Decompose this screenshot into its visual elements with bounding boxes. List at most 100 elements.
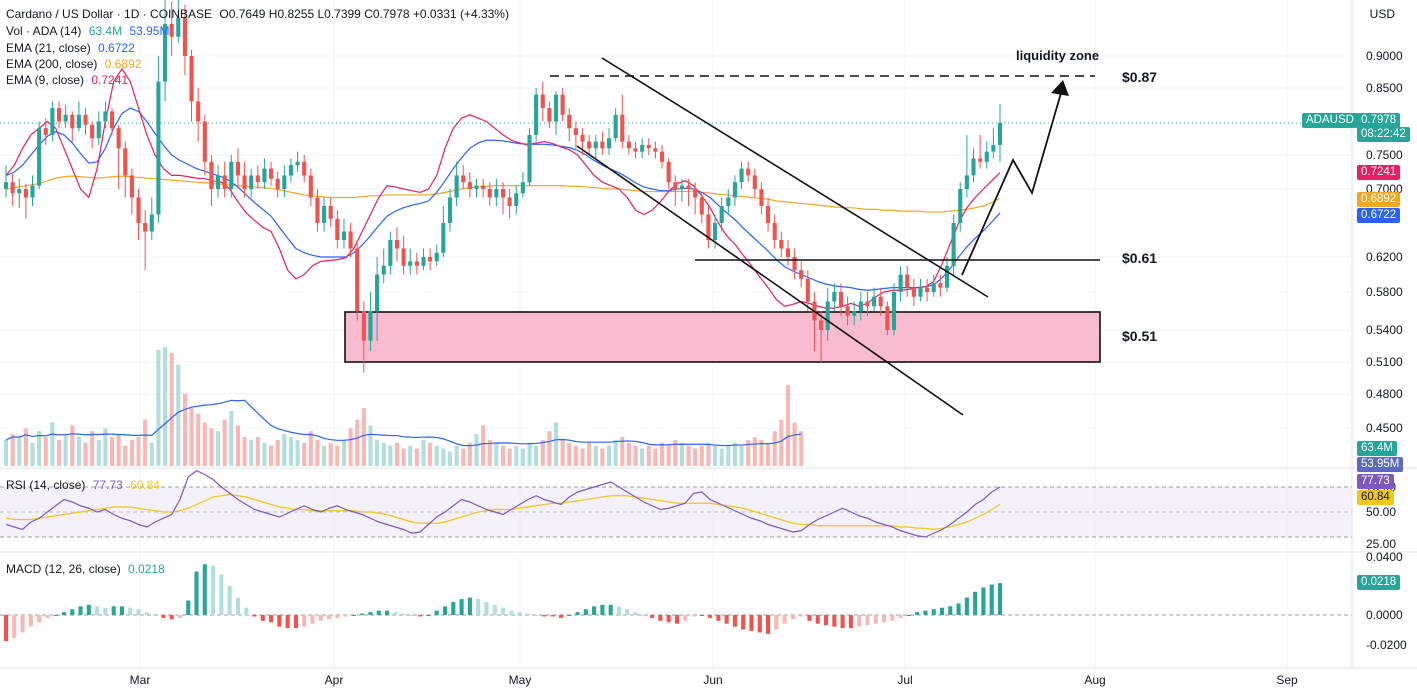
level-061-label: $0.61 bbox=[1122, 250, 1158, 266]
macd-bar bbox=[799, 615, 804, 617]
volume-bar bbox=[288, 437, 294, 466]
candle-body bbox=[441, 223, 446, 253]
macd-bar bbox=[823, 615, 829, 626]
candle-body bbox=[348, 231, 353, 249]
candle-body bbox=[514, 193, 519, 206]
volume-bar bbox=[143, 419, 148, 466]
y-tick-label: 0.5800 bbox=[1366, 285, 1403, 299]
y-tick-label: 0.8500 bbox=[1366, 81, 1403, 95]
candle-body bbox=[222, 175, 227, 189]
volume-bar bbox=[375, 439, 380, 466]
macd-bar bbox=[351, 615, 356, 616]
candle-body bbox=[322, 206, 327, 223]
candle-body bbox=[401, 248, 406, 266]
macd-bar bbox=[12, 615, 17, 639]
volume-bar bbox=[328, 442, 333, 466]
macd-bar bbox=[575, 612, 580, 615]
macd-bar bbox=[807, 615, 812, 621]
candle-body bbox=[500, 189, 506, 198]
macd-bar bbox=[608, 604, 613, 615]
volume-bars bbox=[3, 347, 804, 466]
candle-body bbox=[481, 185, 486, 189]
candle-body bbox=[785, 248, 791, 257]
candle-body bbox=[229, 161, 234, 189]
macd-bar bbox=[128, 607, 133, 615]
legend-ema9[interactable]: EMA (9, close) 0.7241 bbox=[6, 73, 129, 87]
macd-bar bbox=[252, 615, 257, 617]
legend-ema200[interactable]: EMA (200, close) 0.6892 bbox=[6, 57, 142, 71]
macd-bar bbox=[641, 615, 646, 616]
candle-body bbox=[759, 189, 764, 206]
volume-bar bbox=[169, 352, 174, 466]
candle-body bbox=[686, 185, 691, 189]
candle-body bbox=[242, 175, 247, 189]
macd-bar bbox=[293, 615, 298, 629]
support-zone-box bbox=[344, 311, 1101, 363]
candle-body bbox=[752, 175, 757, 189]
volume-bar bbox=[732, 442, 737, 466]
legend-vol[interactable]: Vol · ADA (14) 63.4M 53.95M bbox=[6, 24, 170, 38]
candle-body bbox=[434, 252, 439, 262]
volume-bar bbox=[746, 439, 751, 466]
x-tick-label: Sep bbox=[1276, 673, 1298, 687]
volume-bar bbox=[447, 451, 453, 466]
macd-bar bbox=[119, 606, 125, 615]
candle-body bbox=[918, 287, 923, 297]
macd-bar bbox=[923, 610, 928, 615]
legend-macd[interactable]: MACD (12, 26, close) 0.0218 bbox=[6, 562, 165, 576]
symbol-title: Cardano / US Dollar · 1D · COINBASE bbox=[6, 7, 213, 21]
candle-body bbox=[931, 283, 936, 292]
macd-bar bbox=[915, 612, 920, 615]
macd-bar bbox=[376, 610, 381, 615]
volume-bar bbox=[109, 437, 115, 466]
candle-body bbox=[693, 189, 698, 198]
macd-bar bbox=[169, 615, 174, 620]
volume-bar bbox=[123, 445, 128, 466]
macd-bar bbox=[973, 591, 978, 615]
volume-bar bbox=[560, 439, 565, 466]
volume-ma-line bbox=[5, 399, 802, 447]
currency-label[interactable]: USD bbox=[1369, 7, 1395, 21]
volume-bar bbox=[626, 442, 631, 466]
volume-bar bbox=[149, 442, 154, 466]
macd-bar bbox=[459, 599, 464, 615]
macd-bar bbox=[749, 615, 754, 631]
candle-body bbox=[269, 168, 274, 179]
candle-body bbox=[573, 128, 578, 135]
candle-body bbox=[63, 114, 68, 122]
candle-body bbox=[302, 161, 307, 176]
symbol-tag: ADAUSD bbox=[1302, 113, 1358, 128]
macd-histogram bbox=[3, 564, 1003, 642]
volume-bar bbox=[348, 428, 353, 466]
candle-body bbox=[355, 248, 360, 311]
ema9-tag: 0.7241 bbox=[1357, 165, 1401, 180]
macd-bar bbox=[906, 615, 911, 616]
volume-bar bbox=[408, 445, 413, 466]
candle-body bbox=[414, 261, 419, 266]
macd-bar bbox=[103, 607, 108, 615]
macd-bar bbox=[517, 612, 522, 615]
legend-rsi[interactable]: RSI (14, close) 77.73 60.84 bbox=[6, 478, 161, 492]
channel-upper-line bbox=[601, 57, 989, 298]
volume-bar bbox=[527, 442, 532, 466]
liquidity-zone-label: liquidity zone bbox=[1016, 48, 1100, 63]
legend-ema21[interactable]: EMA (21, close) 0.6722 bbox=[6, 41, 135, 55]
candle-body bbox=[964, 175, 969, 189]
macd-bar bbox=[757, 615, 762, 633]
volume-bar bbox=[454, 445, 459, 466]
header-line: Cardano / US Dollar · 1D · COINBASE O0.7… bbox=[6, 7, 509, 21]
macd-bar bbox=[343, 615, 348, 617]
candle-body bbox=[911, 287, 916, 297]
candle-body bbox=[182, 17, 187, 57]
macd-bar bbox=[691, 615, 696, 617]
channel-lower-line bbox=[576, 145, 964, 416]
volume-bar bbox=[606, 445, 612, 466]
macd-bar bbox=[699, 615, 704, 616]
candle-body bbox=[580, 134, 585, 142]
candle-body bbox=[215, 175, 221, 189]
volume-bar bbox=[739, 445, 744, 466]
candle-body bbox=[944, 265, 950, 288]
candle-body bbox=[474, 185, 479, 189]
volume-bar bbox=[83, 442, 88, 466]
